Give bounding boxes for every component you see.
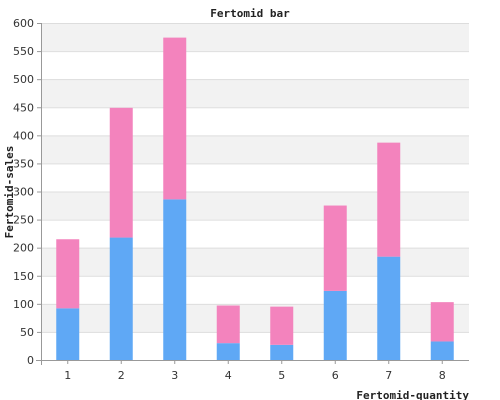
y-tick-label: 50 xyxy=(20,326,34,339)
y-tick-label: 200 xyxy=(13,242,34,255)
y-tick-label: 150 xyxy=(13,270,34,283)
x-tick-label: 8 xyxy=(439,369,446,382)
y-tick-label: 550 xyxy=(13,45,34,58)
grid-band xyxy=(41,163,469,192)
chart-title: Fertomid bar xyxy=(210,7,290,20)
bar-segment-1-8 xyxy=(430,341,454,360)
y-tick-label: 350 xyxy=(13,157,34,170)
x-tick-label: 4 xyxy=(225,369,232,382)
bar-segment-2-1 xyxy=(56,239,80,309)
x-tick-labels: 1 2 3 4 5 6 7 8 xyxy=(64,360,446,382)
bar-segment-2-3 xyxy=(163,37,187,200)
y-tick-label: 250 xyxy=(13,214,34,227)
y-tick-label: 400 xyxy=(13,129,34,142)
x-tick-label: 5 xyxy=(278,369,285,382)
bar-segment-1-2 xyxy=(109,237,133,360)
y-tick-labels: 0 50 100 150 200 250 300 350 400 450 500 550 600 xyxy=(13,17,41,367)
bar-segment-1-5 xyxy=(270,344,294,360)
bar-segment-2-2 xyxy=(109,107,133,238)
bar-segment-2-7 xyxy=(377,142,401,257)
y-tick-label: 300 xyxy=(13,186,34,199)
grid-band xyxy=(41,51,469,80)
axes xyxy=(36,23,469,365)
grid-band xyxy=(41,275,469,304)
bar-segment-1-4 xyxy=(216,343,240,360)
x-tick-label: 2 xyxy=(118,369,125,382)
y-tick-label: 600 xyxy=(13,17,34,30)
bar-segment-1-6 xyxy=(323,290,347,360)
x-tick-label: 3 xyxy=(171,369,178,382)
grid-band xyxy=(41,191,469,220)
bar-segment-2-8 xyxy=(430,302,454,342)
grid-band xyxy=(41,219,469,248)
grid-band xyxy=(41,135,469,164)
grid-band xyxy=(41,331,469,360)
bar-segment-2-6 xyxy=(323,205,347,291)
bar-segment-2-5 xyxy=(270,306,294,345)
y-tick-label: 100 xyxy=(13,298,34,311)
y-tick-label: 450 xyxy=(13,101,34,114)
x-tick-label: 1 xyxy=(64,369,71,382)
y-tick-label: 500 xyxy=(13,73,34,86)
y-tick-label: 0 xyxy=(27,354,34,367)
y-axis-title: Fertomid-sales xyxy=(3,146,16,239)
grid-band xyxy=(41,247,469,276)
grid-band xyxy=(41,107,469,136)
bar-segment-1-1 xyxy=(56,308,80,360)
bar-segment-1-3 xyxy=(163,199,187,360)
grid-band xyxy=(41,303,469,332)
bar-segment-1-7 xyxy=(377,256,401,360)
grid-band xyxy=(41,23,469,52)
bar-segment-2-4 xyxy=(216,305,240,344)
x-axis-title: Fertomid-quantity xyxy=(356,389,469,400)
x-tick-label: 7 xyxy=(385,369,392,382)
bars xyxy=(56,37,454,360)
x-tick-label: 6 xyxy=(332,369,339,382)
grid-band xyxy=(41,79,469,108)
